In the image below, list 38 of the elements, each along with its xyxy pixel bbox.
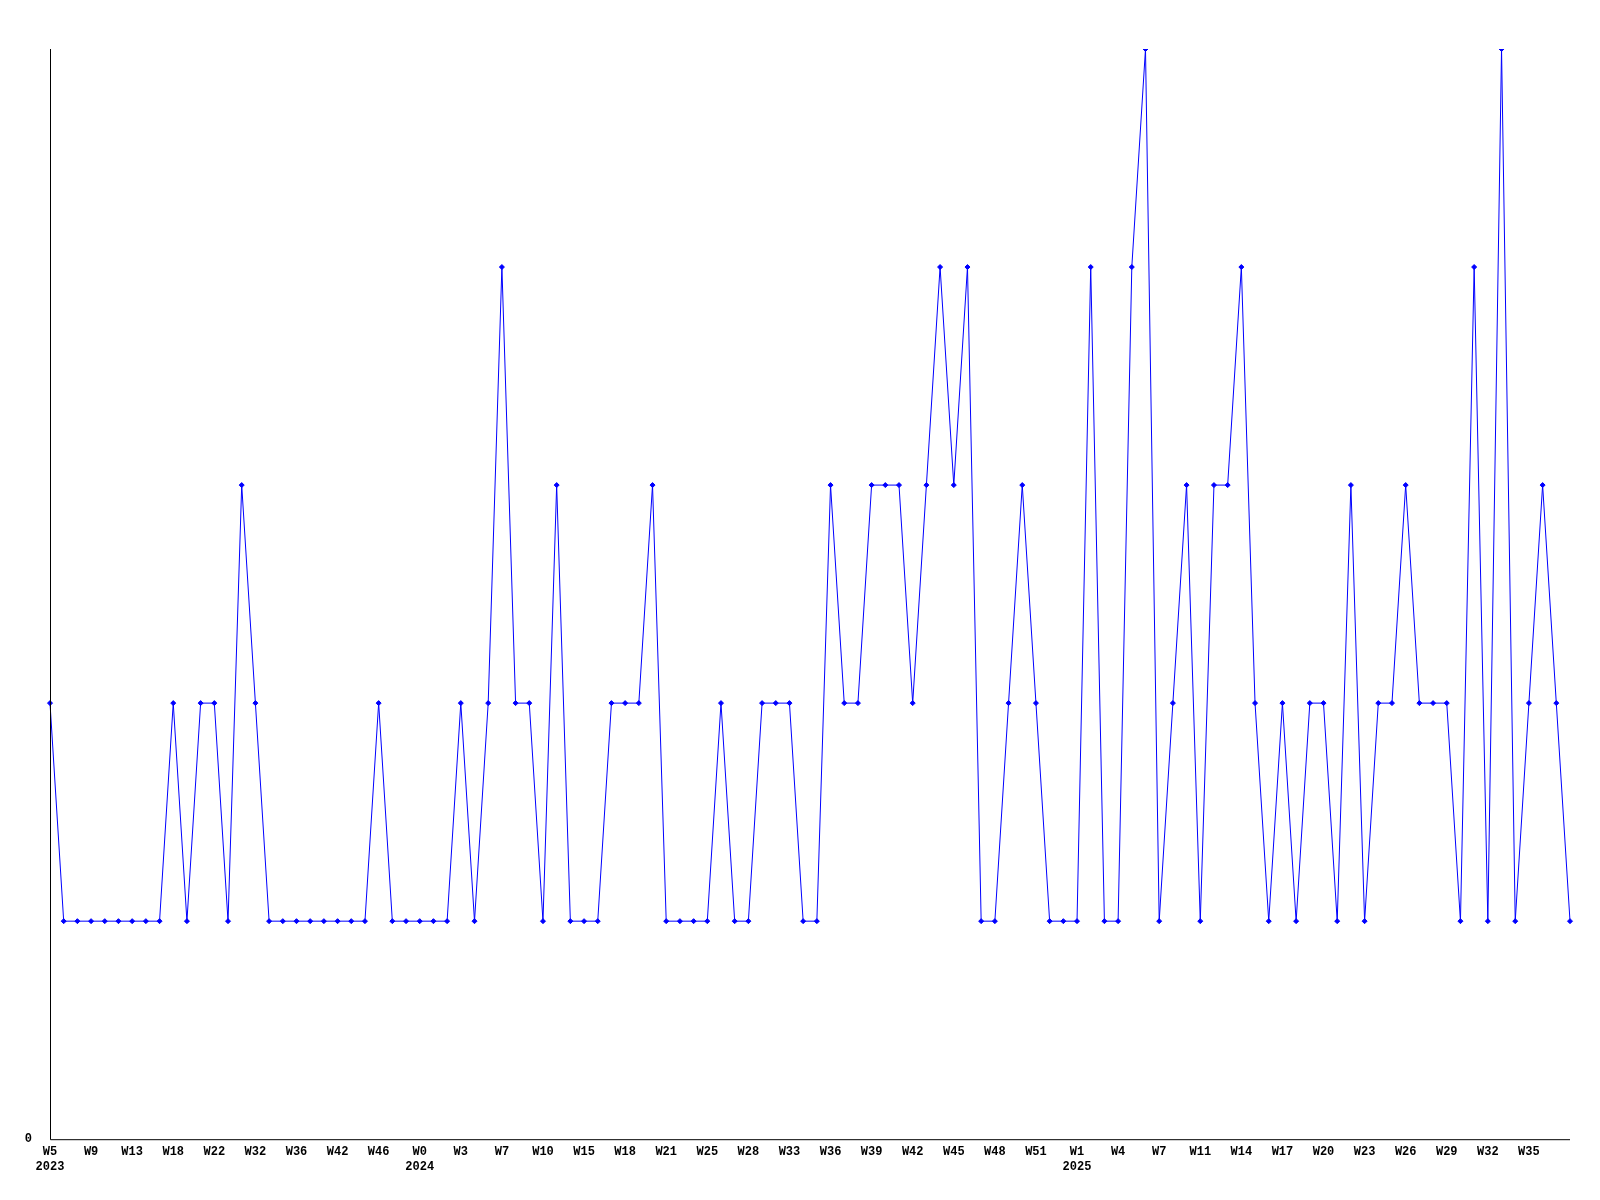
x-tick-label: W7 <box>494 1145 510 1160</box>
x-tick-label: W33 <box>778 1145 801 1160</box>
x-tick-label: W32 <box>244 1145 267 1160</box>
x-tick-label: W18 <box>614 1145 636 1160</box>
x-tick-label: W3 <box>453 1145 469 1160</box>
x-tick-label: W5 2023 <box>35 1145 65 1174</box>
x-tick-label: W42 <box>901 1145 924 1160</box>
x-tick-label: W21 <box>655 1145 678 1160</box>
x-tick-label: W28 <box>737 1145 760 1160</box>
x-tick-label: W51 <box>1025 1145 1047 1160</box>
x-tick-label: W4 <box>1110 1145 1126 1160</box>
x-tick-label: W22 <box>203 1145 226 1160</box>
x-tick-label: W42 <box>326 1145 349 1160</box>
x-tick-label: W9 <box>83 1145 99 1160</box>
x-tick-label: W11 <box>1189 1145 1212 1160</box>
text: 0 <box>24 1132 32 1147</box>
x-tick-label: W23 <box>1353 1145 1376 1160</box>
x-tick-label: W14 <box>1230 1145 1253 1160</box>
x-tick-label: W0 2024 <box>405 1145 435 1174</box>
x-tick-label: W36 <box>819 1145 842 1160</box>
x-tick-label: W1 2025 <box>1062 1145 1092 1174</box>
x-tick-label: W46 <box>367 1145 390 1160</box>
x-tick-label: W29 <box>1435 1145 1458 1160</box>
x-tick-label: W10 <box>532 1145 554 1160</box>
x-tick-label: W26 <box>1394 1145 1417 1160</box>
x-tick-label: W48 <box>984 1145 1006 1160</box>
x-tick-label: W20 <box>1312 1145 1335 1160</box>
x-tick-label: W35 <box>1518 1145 1540 1160</box>
x-tick-label: W15 <box>573 1145 595 1160</box>
x-tick-label: W32 <box>1477 1145 1499 1160</box>
x-tick-label: W25 <box>696 1145 719 1160</box>
x-tick-label: W17 <box>1271 1145 1294 1160</box>
x-tick-label: W45 <box>942 1145 965 1160</box>
x-tick-label: W36 <box>285 1145 308 1160</box>
x-tick-label: W7 <box>1151 1145 1167 1160</box>
x-tick-label: W13 <box>121 1145 143 1160</box>
x-tick-label: W18 <box>162 1145 185 1160</box>
x-tick-label: W39 <box>860 1145 883 1160</box>
